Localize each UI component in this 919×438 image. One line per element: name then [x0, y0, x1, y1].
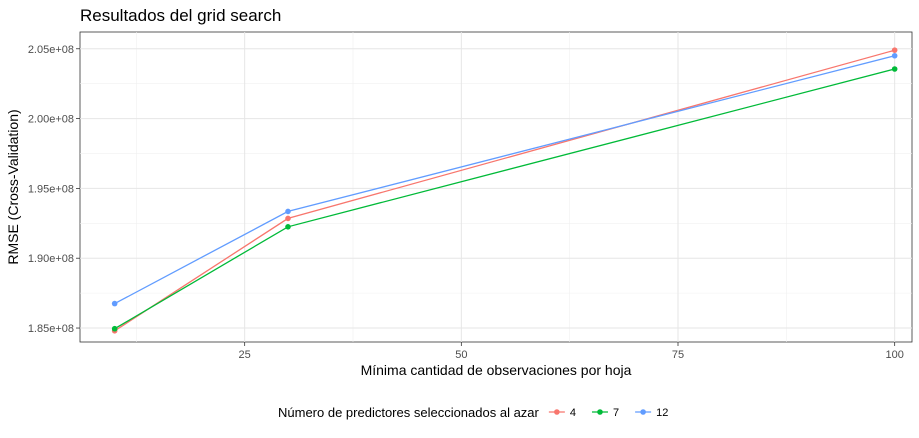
legend-key-point-7: [597, 409, 603, 415]
y-tick-label: 1.95e+08: [28, 183, 74, 195]
plot-panel: [79, 31, 913, 343]
legend-key-point-4: [554, 409, 560, 415]
x-tick-label: 50: [455, 349, 467, 361]
data-point-12: [111, 300, 118, 307]
y-axis-ticks: 1.85e+08 1.90e+08 1.95e+08 2.00e+08 2.05e+08: [28, 44, 80, 335]
data-point-7: [891, 66, 898, 72]
legend-label-4: 4: [570, 407, 576, 419]
data-point-12: [285, 208, 291, 215]
x-axis-ticks: 25 50 75 100: [239, 342, 904, 361]
data-point-4: [891, 47, 898, 53]
legend-label-7: 7: [613, 407, 619, 419]
data-point-7: [285, 223, 291, 230]
grid-lines: [80, 32, 912, 342]
x-tick-label: 100: [885, 349, 903, 361]
y-axis-title: RMSE (Cross-Validation): [5, 109, 21, 264]
series-layer: [111, 47, 898, 334]
y-tick-label: 1.85e+08: [28, 323, 74, 335]
x-tick-label: 25: [239, 349, 251, 361]
x-tick-label: 75: [672, 349, 684, 361]
legend-label-12: 12: [656, 407, 668, 419]
data-point-7: [111, 325, 118, 332]
y-tick-label: 2.05e+08: [28, 44, 74, 56]
data-point-4: [285, 215, 291, 222]
legend-title: Número de predictores seleccionados al a…: [278, 405, 540, 420]
legend-key-point-12: [640, 409, 646, 415]
chart-title: Resultados del grid search: [80, 6, 281, 25]
x-axis-title: Mínima cantidad de observaciones por hoj…: [361, 362, 632, 378]
data-point-12: [891, 52, 898, 59]
y-tick-label: 1.90e+08: [28, 253, 74, 265]
legend: Número de predictores seleccionados al a…: [278, 405, 668, 420]
y-tick-label: 2.00e+08: [28, 114, 74, 126]
